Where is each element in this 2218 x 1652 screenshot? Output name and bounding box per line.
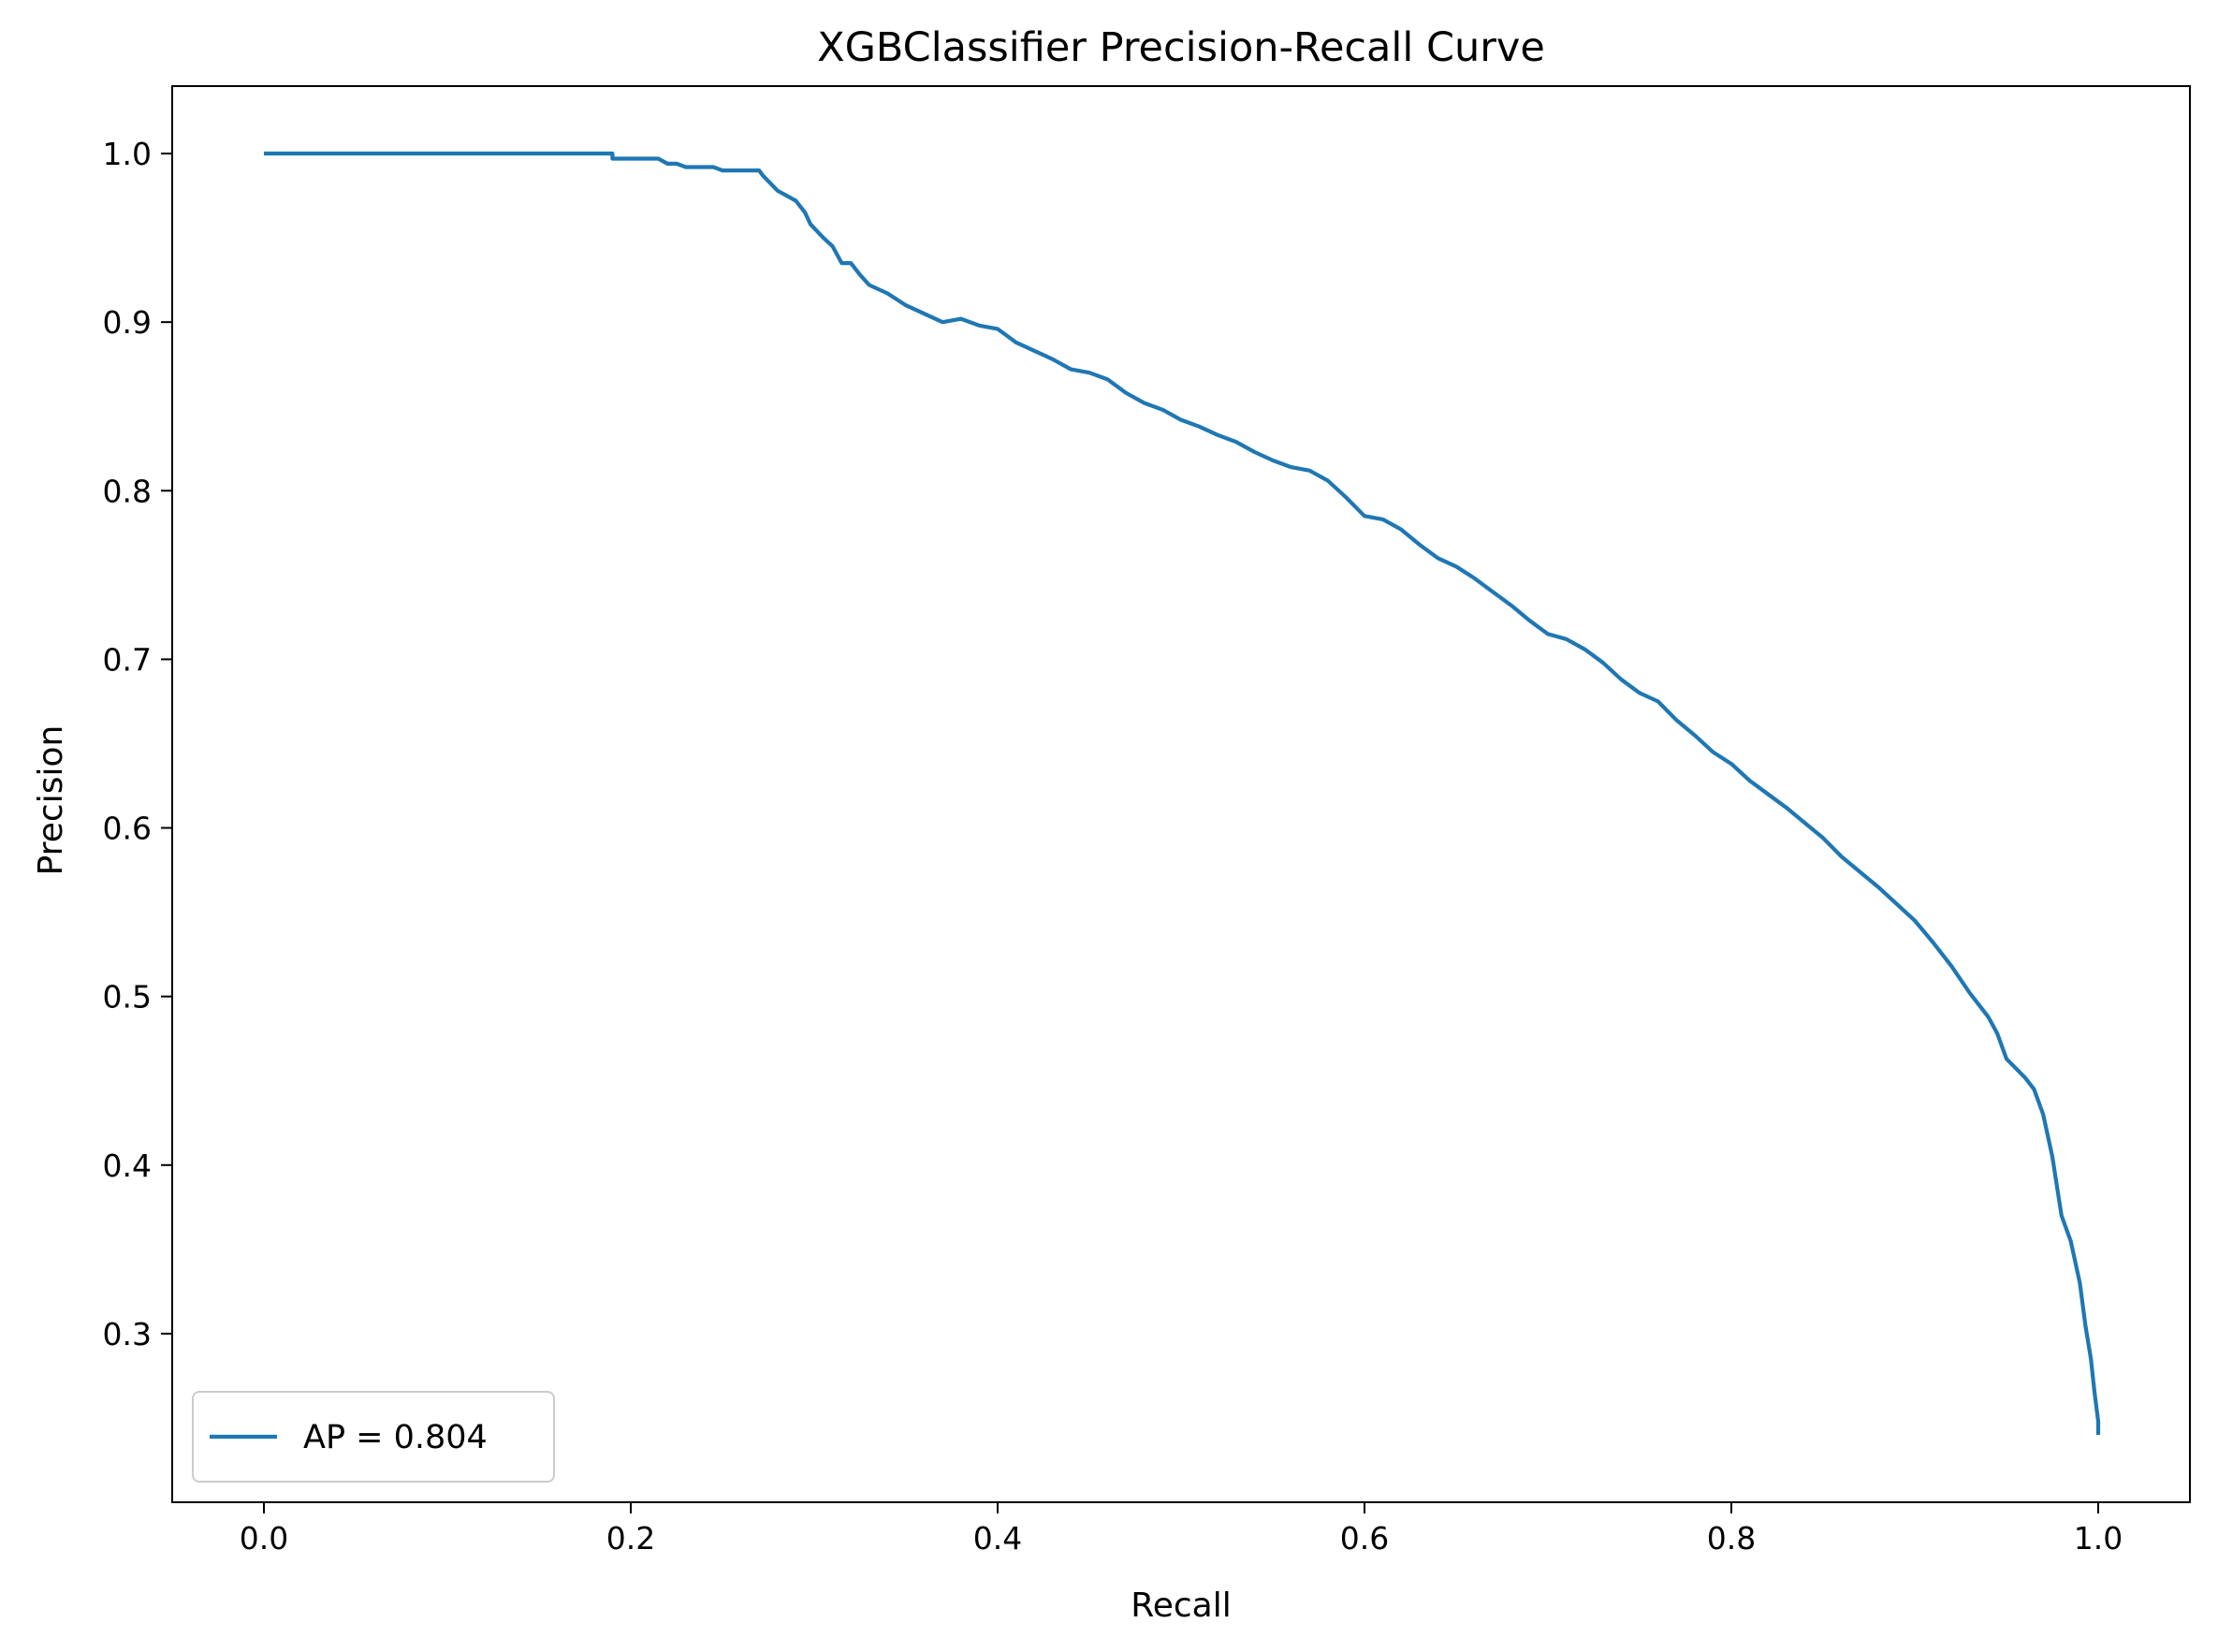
- plot-area: [264, 151, 2101, 1435]
- y-axis-label: Precision: [32, 725, 70, 876]
- y-tick-label: 0.7: [103, 641, 152, 678]
- legend-label-0: AP = 0.804: [303, 1419, 488, 1456]
- x-tick-label: 0.4: [973, 1520, 1022, 1557]
- x-tick-label: 0.2: [606, 1520, 655, 1557]
- x-tick-label: 0.8: [1707, 1520, 1756, 1557]
- legend: AP = 0.804: [192, 1391, 555, 1483]
- axes: 0.0 0.2 0.4 0.6 0.8 1.0 0.3 0.4 0.5 0.6 0.7 0.8 0.9 1…: [103, 85, 2191, 1557]
- axes-frame: [171, 85, 2191, 1503]
- y-tick-label: 0.6: [103, 811, 152, 847]
- y-tick-label: 0.5: [103, 979, 152, 1016]
- chart-title: XGBClassifier Precision-Recall Curve: [817, 24, 1545, 71]
- x-tick-label: 0.0: [240, 1520, 288, 1557]
- y-tick-label: 0.4: [103, 1148, 152, 1184]
- series-line-0: [264, 151, 2101, 1435]
- y-tick-label: 1.0: [103, 136, 152, 172]
- x-tick-label: 1.0: [2074, 1520, 2123, 1557]
- y-tick-label: 0.9: [103, 304, 152, 341]
- y-tick-label: 0.8: [103, 473, 152, 509]
- y-tick-label: 0.3: [103, 1316, 152, 1352]
- x-tick-label: 0.6: [1340, 1520, 1389, 1557]
- legend-box: [192, 1391, 555, 1483]
- x-axis-label: Recall: [1131, 1586, 1231, 1625]
